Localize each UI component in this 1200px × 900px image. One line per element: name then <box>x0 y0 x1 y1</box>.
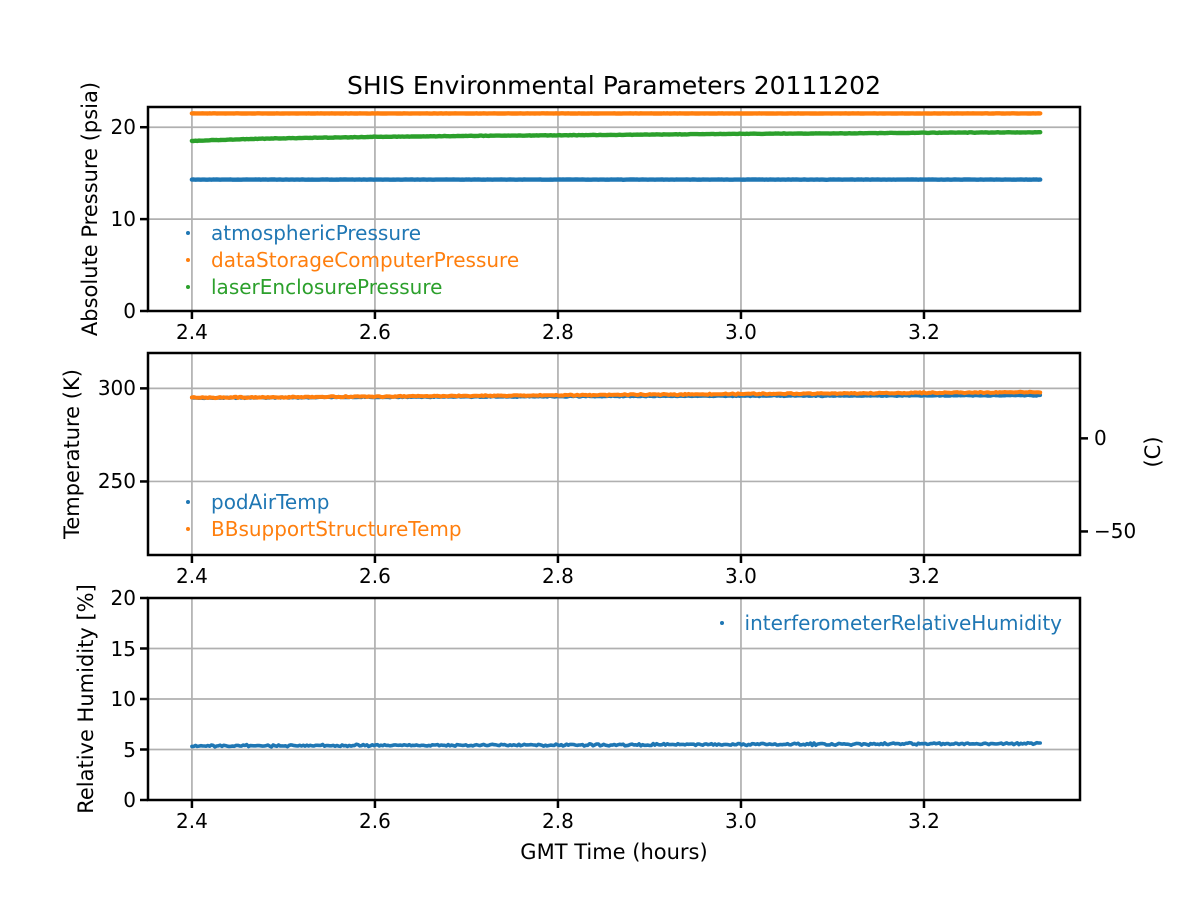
y-tick-label: 10 <box>110 687 136 711</box>
x-axis-label: GMT Time (hours) <box>520 840 708 864</box>
temperature-subplot: podAirTemp BBsupportStructureTemp 2.4 2.6 2… <box>98 351 1136 588</box>
pressure-plot-svg <box>140 105 1082 319</box>
y-tick-label: 5 <box>123 737 136 762</box>
humidity-subplot: interferometerRelativeHumidity 2.4 2.6 2.8… <box>111 586 1082 833</box>
temperature-legend: podAirTemp BBsupportStructureTemp <box>178 489 462 542</box>
x-tick-label: 3.2 <box>908 809 940 833</box>
y-tick-label: 10 <box>110 207 136 232</box>
legend-label: interferometerRelativeHumidity <box>744 611 1062 635</box>
x-tick-label: 2.6 <box>359 320 391 344</box>
y-tick-label: 15 <box>110 636 136 661</box>
celsius-axis-label: (C) <box>1141 436 1165 468</box>
legend-label: atmosphericPressure <box>211 221 422 245</box>
x-tick-label: 3.0 <box>725 809 757 833</box>
y-tick-label: 300 <box>97 376 136 401</box>
legend-dot-icon <box>186 285 190 289</box>
x-tick-label: 3.2 <box>908 564 940 588</box>
x-tick-label: 3.2 <box>908 320 940 344</box>
legend-label: podAirTemp <box>211 490 330 514</box>
legend-label: dataStorageComputerPressure <box>211 248 520 272</box>
legend-dot-icon <box>719 621 724 625</box>
legend-item-dataStorageComputerPressure: dataStorageComputerPressure <box>178 247 519 273</box>
x-tick-label: 2.4 <box>176 564 208 588</box>
legend-item-laserEnclosurePressure: laserEnclosurePressure <box>178 274 519 300</box>
legend-label: BBsupportStructureTemp <box>211 517 462 541</box>
legend-dot-icon <box>186 258 190 262</box>
right-tick-label: −50 <box>1094 519 1137 544</box>
x-tick-label: 2.4 <box>176 320 208 344</box>
legend-label: laserEnclosurePressure <box>211 275 443 299</box>
legend-item-podAirTemp: podAirTemp <box>178 489 462 515</box>
y-tick-label: 0 <box>123 788 136 812</box>
figure-title: SHIS Environmental Parameters 20111202 <box>347 71 881 100</box>
legend-item-atmosphericPressure: atmosphericPressure <box>178 220 519 246</box>
legend-dot-icon <box>186 527 190 531</box>
y-tick-label: 20 <box>110 586 136 610</box>
x-tick-label: 2.6 <box>359 564 391 588</box>
legend-dot-icon <box>186 231 190 235</box>
humidity-y-axis-label: Relative Humidity [%] <box>74 584 98 814</box>
legend-item-BBsupportStructureTemp: BBsupportStructureTemp <box>178 516 462 542</box>
x-tick-label: 2.8 <box>542 320 574 344</box>
pressure-subplot: atmosphericPressure dataStorageComputerPr… <box>111 105 1082 344</box>
temperature-plot-svg <box>140 351 1088 563</box>
x-tick-label: 2.8 <box>542 809 574 833</box>
pressure-y-axis-label: Absolute Pressure (psia) <box>78 81 102 337</box>
x-tick-label: 2.8 <box>542 564 574 588</box>
x-tick-label: 2.4 <box>176 809 208 833</box>
humidity-legend: interferometerRelativeHumidity <box>712 610 1062 636</box>
right-tick-label: 0 <box>1094 426 1107 451</box>
legend-item-interferometerRelativeHumidity: interferometerRelativeHumidity <box>712 610 1062 636</box>
y-tick-label: 0 <box>123 299 136 323</box>
temperature-y-axis-label: Temperature (K) <box>60 369 84 539</box>
y-tick-label: 250 <box>97 469 136 494</box>
legend-dot-icon <box>186 500 190 504</box>
pressure-legend: atmosphericPressure dataStorageComputerPr… <box>178 220 519 300</box>
y-tick-label: 20 <box>110 115 136 140</box>
x-tick-label: 3.0 <box>725 320 757 344</box>
x-tick-label: 3.0 <box>725 564 757 588</box>
humidity-plot-svg <box>140 596 1082 808</box>
x-tick-label: 2.6 <box>359 809 391 833</box>
